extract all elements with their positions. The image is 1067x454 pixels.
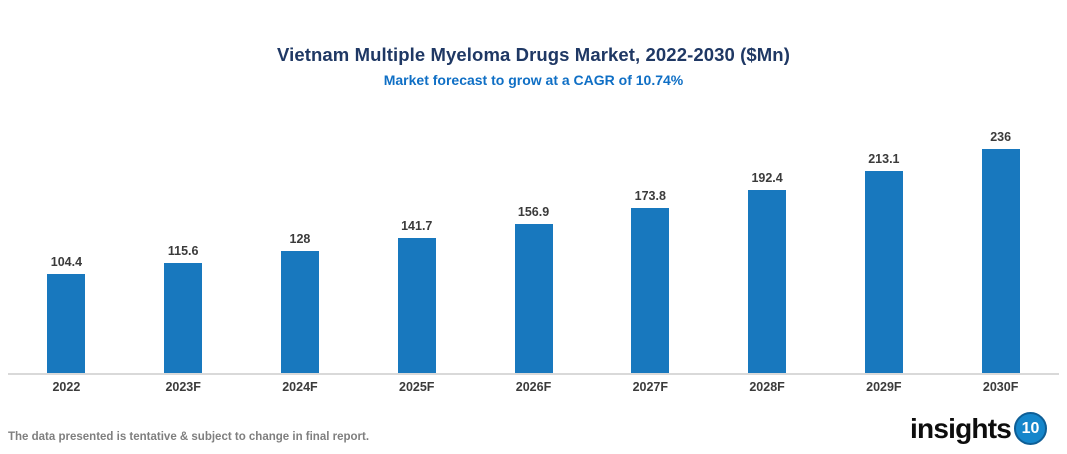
- bar-value-label: 213.1: [868, 152, 900, 166]
- bar-2026F: [514, 224, 553, 373]
- bar-column-2022: 104.4: [8, 110, 125, 373]
- insights10-logo: insights 10: [910, 412, 1047, 445]
- bar-2024F: [280, 251, 319, 373]
- logo-wordmark: insights: [910, 412, 1012, 444]
- logo-badge-10: 10: [1014, 412, 1047, 445]
- bar-column-2025F: 141.7: [358, 110, 475, 373]
- category-label-2028F: 2028F: [749, 380, 785, 394]
- chart-header: Vietnam Multiple Myeloma Drugs Market, 2…: [0, 44, 1067, 88]
- bar-value-label: 141.7: [401, 219, 433, 233]
- bar-2029F: [864, 171, 903, 373]
- category-label-2024F: 2024F: [282, 380, 318, 394]
- bar-column-2027F: 173.8: [592, 110, 709, 373]
- disclaimer-text: The data presented is tentative & subjec…: [8, 431, 370, 443]
- bar-value-label: 236: [990, 130, 1012, 144]
- bar-column-2024F: 128: [242, 110, 359, 373]
- x-axis-line: [8, 373, 1059, 375]
- bar-column-2028F: 192.4: [709, 110, 826, 373]
- bar-column-2026F: 156.9: [475, 110, 592, 373]
- chart-subtitle: Market forecast to grow at a CAGR of 10.…: [383, 72, 684, 88]
- category-label-2026F: 2026F: [515, 380, 552, 394]
- bars-row: 104.4 115.6 128 141.7 156.9 173.8 192.4 213.1 23…: [8, 110, 1059, 373]
- category-label-2025F: 2025F: [399, 380, 435, 394]
- category-label-2030F: 2030F: [982, 380, 1019, 394]
- bar-2023F: [164, 263, 203, 373]
- bar-2028F: [748, 190, 787, 373]
- bar-value-label: 156.9: [517, 205, 550, 219]
- category-label-2022: 2022: [52, 380, 81, 394]
- chart-title: Vietnam Multiple Myeloma Drugs Market, 2…: [277, 44, 790, 65]
- category-row: 2022 2023F 2024F 2025F 2026F 2027F 2028F 2029F 2…: [8, 380, 1059, 394]
- bar-column-2030F: 236: [942, 110, 1059, 373]
- bar-value-label: 115.6: [167, 244, 199, 258]
- bar-value-label: 128: [289, 232, 311, 246]
- category-label-2027F: 2027F: [632, 380, 669, 394]
- bar-value-label: 173.8: [634, 189, 666, 203]
- bar-2022: [47, 274, 86, 373]
- plot-area: 104.4 115.6 128 141.7 156.9 173.8 192.4 213.1 23…: [8, 110, 1059, 373]
- bar-column-2029F: 213.1: [825, 110, 942, 373]
- bar-2027F: [631, 208, 670, 373]
- category-label-2029F: 2029F: [866, 380, 902, 394]
- category-label-2023F: 2023F: [165, 380, 201, 394]
- bar-value-label: 192.4: [751, 171, 783, 185]
- bar-value-label: 104.4: [50, 255, 83, 269]
- bar-2025F: [397, 238, 436, 373]
- bar-column-2023F: 115.6: [125, 110, 242, 373]
- bar-2030F: [981, 149, 1020, 373]
